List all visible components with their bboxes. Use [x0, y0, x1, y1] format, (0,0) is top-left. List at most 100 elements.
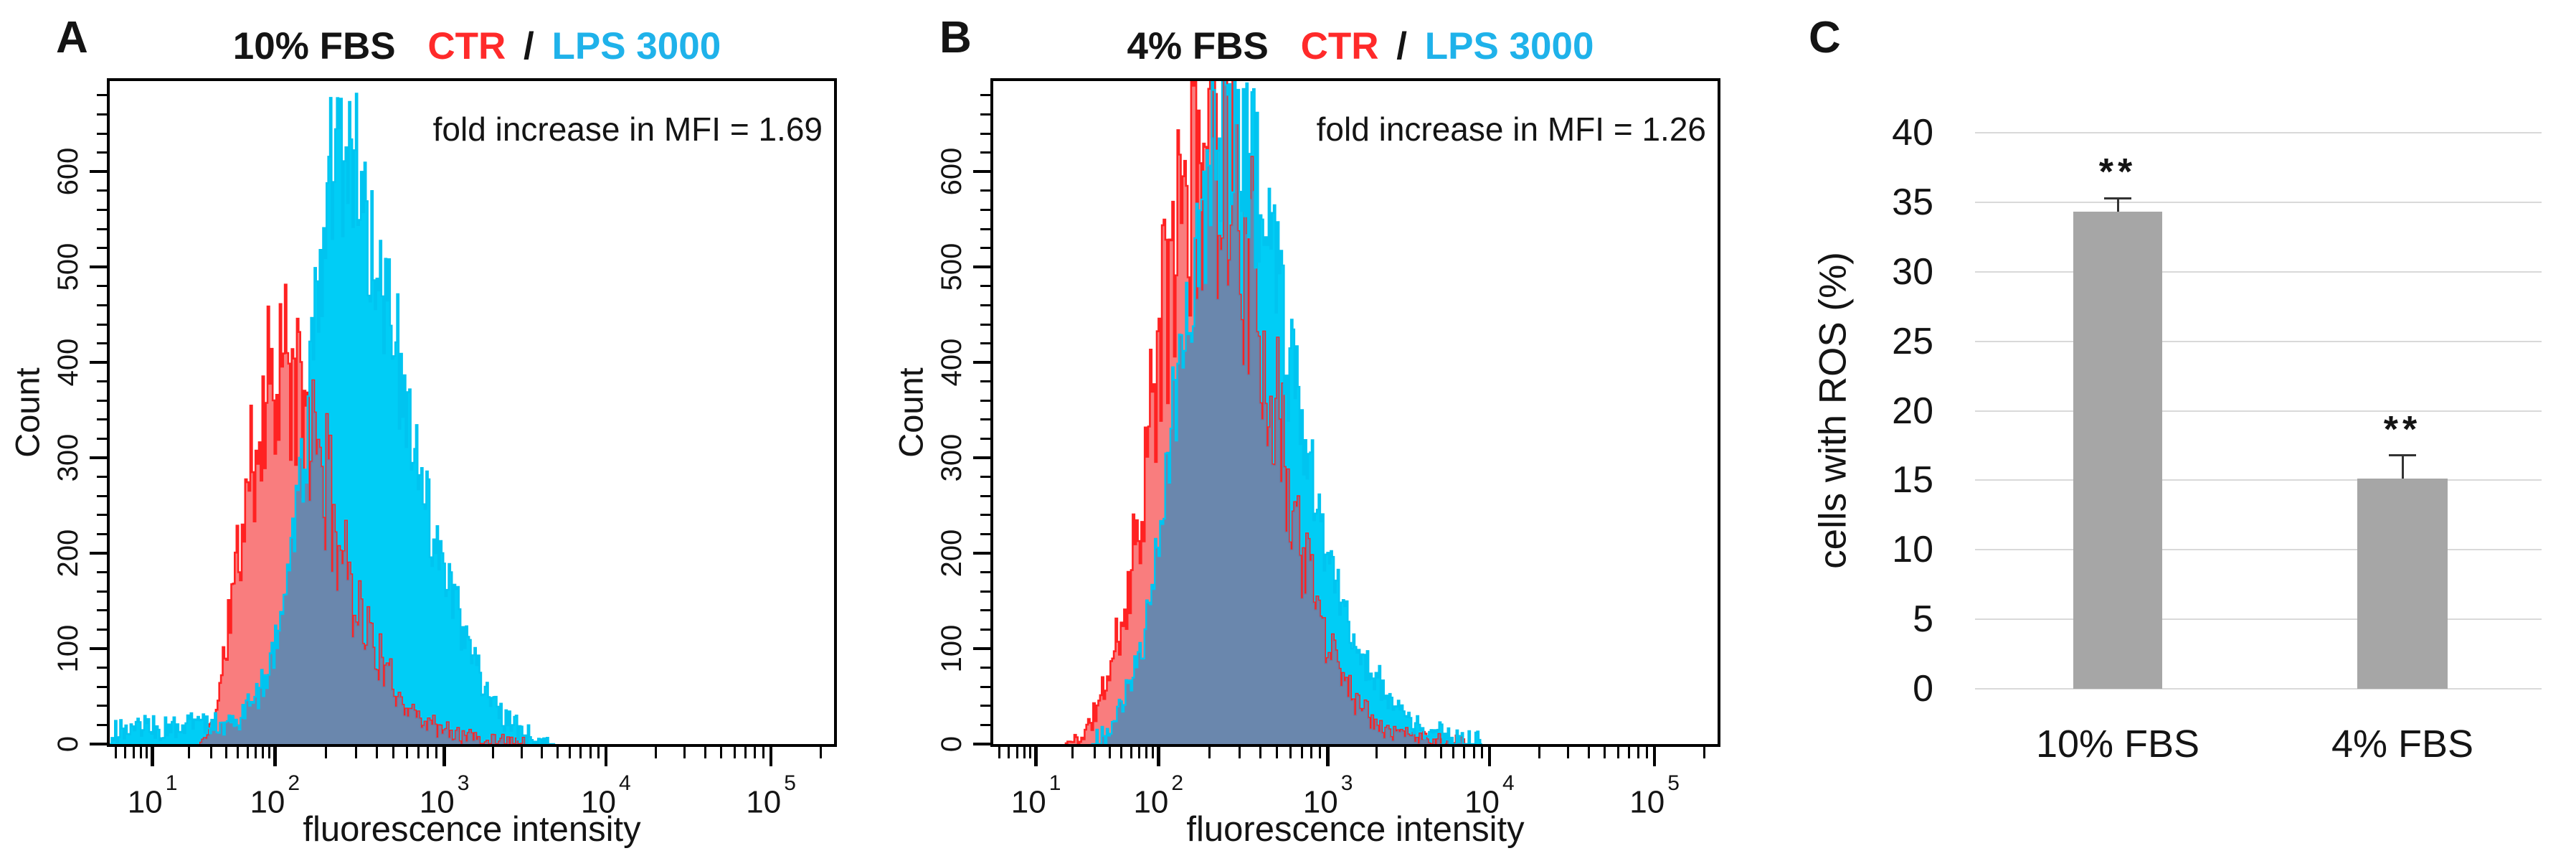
bar-y-axis-tick-label: 25 [1892, 320, 1933, 362]
y-axis-minor-tick [97, 438, 107, 441]
bar-chart-gridline [1975, 618, 2542, 621]
x-axis-minor-tick [733, 747, 736, 758]
y-axis-tick [973, 265, 990, 269]
x-axis-minor-tick [1151, 747, 1154, 758]
x-axis-tick-label: 103 [419, 771, 470, 820]
x-axis-tick [1157, 747, 1160, 766]
y-axis-minor-tick [97, 723, 107, 726]
x-axis-minor-tick [1130, 747, 1132, 758]
x-axis-minor-tick [998, 747, 1000, 758]
bar-y-axis-tick-label: 20 [1892, 390, 1933, 432]
y-axis-minor-tick [980, 227, 990, 230]
x-axis-tick [273, 747, 277, 766]
x-axis-tick-label: 104 [1464, 771, 1515, 820]
y-axis-minor-tick [97, 705, 107, 707]
y-axis-minor-tick [980, 285, 990, 288]
x-axis-minor-tick [1145, 747, 1148, 758]
x-axis-tick [769, 747, 773, 766]
y-axis-minor-tick [980, 685, 990, 688]
y-axis-minor-tick [97, 418, 107, 421]
y-axis-tick-label: 500 [936, 243, 967, 291]
x-axis-minor-tick [1029, 747, 1032, 758]
panel-a: A 10% FBS CTR / LPS 3000 fold increase i… [0, 0, 884, 861]
significance-stars: ** [2098, 151, 2137, 194]
error-bar-line [2116, 198, 2119, 212]
y-axis-minor-tick [97, 323, 107, 326]
x-axis-minor-tick [1587, 747, 1590, 758]
y-axis-minor-tick [97, 494, 107, 497]
x-axis-minor-tick [762, 747, 765, 758]
panel-c: C cells with ROS (%) 0 5 10 15 20 25 30 35 40 ** 1… [1807, 0, 2576, 861]
x-axis-minor-tick [1300, 747, 1303, 758]
bar-chart-gridline [1975, 410, 2542, 412]
y-axis-minor-tick [980, 494, 990, 497]
y-axis-tick [90, 552, 107, 555]
x-axis-tick [1652, 747, 1657, 766]
y-axis-minor-tick [980, 514, 990, 517]
y-axis-minor-tick [980, 113, 990, 116]
x-axis-title-b: fluorescence intensity [1186, 810, 1525, 849]
y-axis-minor-tick [97, 685, 107, 688]
y-axis-tick-label: 0 [52, 735, 84, 753]
flow-histogram-svg [1064, 81, 1482, 744]
x-axis-minor-tick [246, 747, 249, 758]
x-axis-minor-tick [520, 747, 523, 758]
x-axis-tick-label: 105 [1629, 771, 1680, 820]
significance-stars: ** [2383, 408, 2422, 451]
title-ctr-label: CTR [1300, 25, 1379, 67]
x-axis-minor-tick [540, 747, 543, 758]
category-label: 4% FBS [2331, 723, 2474, 766]
y-axis-tick [90, 456, 107, 460]
x-axis-minor-tick [683, 747, 686, 758]
y-axis-minor-tick [97, 94, 107, 97]
x-axis-minor-tick [1023, 747, 1026, 758]
lps-histogram-outline [1091, 81, 1482, 744]
y-axis-minor-tick [980, 533, 990, 535]
y-axis-minor-tick [97, 476, 107, 479]
y-axis-minor-tick [97, 380, 107, 383]
error-bar-cap [2389, 454, 2416, 456]
y-axis-minor-tick [980, 628, 990, 631]
x-axis-minor-tick [1275, 747, 1278, 758]
y-axis-minor-tick [97, 132, 107, 135]
x-axis-minor-tick [1375, 747, 1378, 758]
panel-a-title: 10% FBS CTR / LPS 3000 [232, 25, 721, 67]
bar-2 [2357, 479, 2448, 689]
y-axis-minor-tick [97, 208, 107, 211]
x-axis-minor-tick [188, 747, 191, 758]
title-lps-label: LPS 3000 [1424, 25, 1594, 67]
x-axis-minor-tick [819, 747, 822, 758]
x-axis-minor-tick [324, 747, 327, 758]
x-axis-title-a: fluorescence intensity [303, 810, 641, 849]
x-axis-tick-label: 102 [250, 771, 300, 820]
x-axis-minor-tick [1616, 747, 1619, 758]
y-axis-tick [90, 647, 107, 651]
panel-c-letter: C [1809, 13, 1841, 62]
x-axis-minor-tick [1538, 747, 1540, 758]
y-axis-tick-label: 400 [52, 338, 84, 387]
y-axis-minor-tick [980, 609, 990, 612]
bar-chart-gridline [1975, 132, 2542, 133]
y-axis-minor-tick [980, 705, 990, 707]
x-axis-minor-tick [1703, 747, 1705, 758]
bar-chart-gridline [1975, 549, 2542, 551]
bar-chart-gridline [1975, 201, 2542, 203]
title-condition: 10% FBS [232, 25, 396, 67]
x-axis-minor-tick [1567, 747, 1570, 758]
x-axis-tick [1487, 747, 1492, 766]
y-axis-minor-tick [97, 590, 107, 593]
y-axis-minor-tick [980, 399, 990, 402]
x-axis-minor-tick [1319, 747, 1322, 758]
y-axis-minor-tick [97, 113, 107, 116]
y-axis-title-b: Count [891, 367, 930, 458]
flow-histogram-svg [110, 93, 556, 744]
y-axis-minor-tick [97, 151, 107, 154]
x-axis-minor-tick [579, 747, 582, 758]
y-axis-tick [973, 743, 990, 745]
bar-chart-gridline [1975, 688, 2542, 690]
x-axis-minor-tick [1138, 747, 1141, 758]
x-axis-minor-tick [1604, 747, 1606, 758]
y-axis-tick-label: 400 [936, 338, 967, 387]
x-axis-minor-tick [1120, 747, 1123, 758]
bar-y-axis-tick-label: 10 [1892, 529, 1933, 571]
